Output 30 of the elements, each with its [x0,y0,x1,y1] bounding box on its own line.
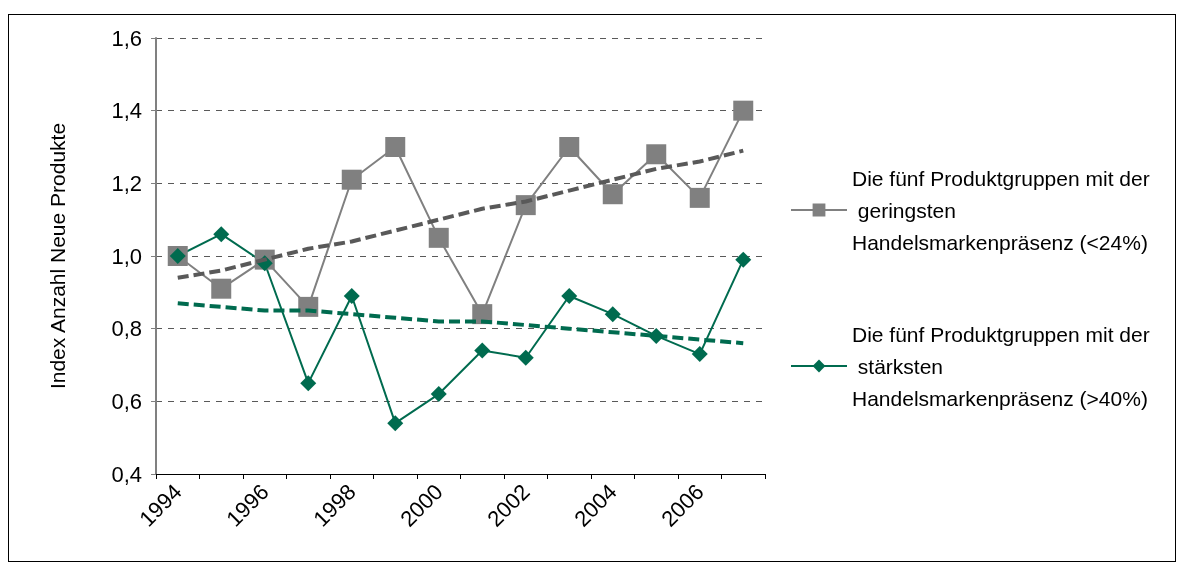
y-tick-label: 0,8 [111,316,142,342]
point [691,346,708,363]
point [561,287,578,304]
point [602,184,623,205]
point [430,386,447,403]
point [733,100,754,121]
point [428,227,449,248]
y-tick-label: 1,2 [111,170,142,196]
y-axis-title: Index Anzahl Neue Produkte [46,122,69,390]
y-tick-label: 1,0 [111,243,142,269]
point [646,144,667,165]
point [689,187,710,208]
y-tick-label: 1,6 [111,25,142,51]
point [300,375,317,392]
point [385,137,406,157]
point [559,137,580,157]
legend-label: Die fünf Produktgruppen mit der geringsten Handelsmarkenpräsenz (<24%) [852,166,1150,254]
point [387,415,404,432]
point [735,251,752,268]
point [343,287,360,304]
point [211,278,232,299]
point [213,226,230,243]
y-tick-label: 0,4 [111,461,142,487]
point [517,349,534,366]
y-tick-label: 0,6 [111,388,142,414]
point [341,169,362,190]
point [474,342,491,359]
point [604,306,621,323]
y-tick-label: 1,4 [111,98,142,124]
legend-label: Die fünf Produktgruppen mit der stärksten Handelsmarkenpräsenz (>40%) [852,322,1150,410]
